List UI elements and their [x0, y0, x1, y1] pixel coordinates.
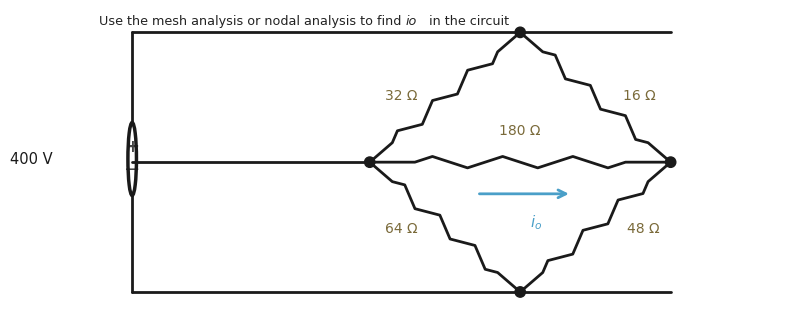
Circle shape: [515, 287, 525, 297]
Text: 32 Ω: 32 Ω: [385, 89, 418, 103]
Text: +: +: [125, 138, 139, 156]
Text: Use the mesh analysis or nodal analysis to find: Use the mesh analysis or nodal analysis …: [99, 15, 405, 28]
Circle shape: [515, 27, 525, 38]
Text: 64 Ω: 64 Ω: [385, 222, 418, 236]
Text: 16 Ω: 16 Ω: [622, 89, 655, 103]
Text: 180 Ω: 180 Ω: [500, 123, 541, 137]
Text: in the circuit: in the circuit: [425, 15, 509, 28]
Text: $i_o$: $i_o$: [530, 213, 542, 232]
Text: io: io: [405, 15, 416, 28]
Text: 400 V: 400 V: [10, 151, 53, 167]
Circle shape: [666, 157, 676, 167]
Circle shape: [365, 157, 375, 167]
Text: 48 Ω: 48 Ω: [626, 222, 659, 236]
Text: −: −: [124, 160, 140, 179]
